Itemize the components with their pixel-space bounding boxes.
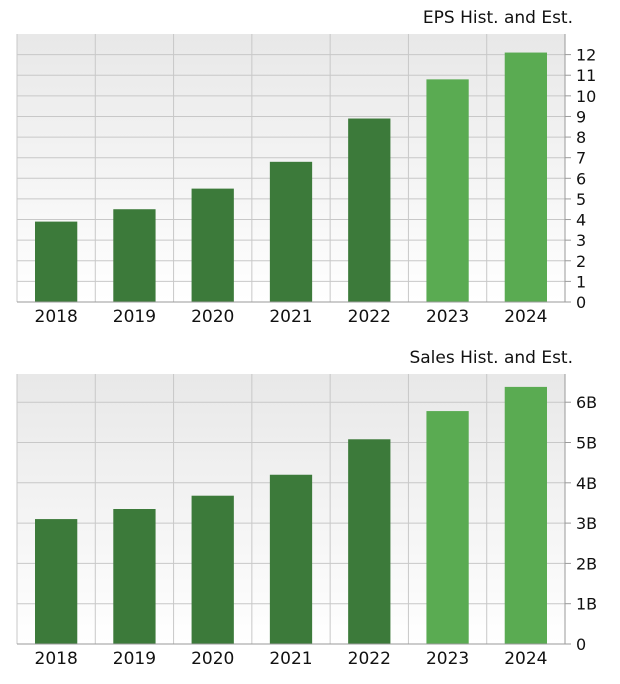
eps-bars	[35, 52, 547, 303]
sales-y-tick-label: 3B	[576, 514, 597, 533]
sales-bar-2023	[426, 411, 469, 644]
eps-x-tick-label: 2022	[348, 307, 391, 327]
sales-y-tick-label: 4B	[576, 474, 597, 493]
eps-x-tick-label: 2023	[426, 307, 469, 327]
sales-y-tick-label: 5B	[576, 434, 597, 453]
eps-chart-title: EPS Hist. and Est.	[423, 8, 573, 28]
eps-y-tick-label: 1	[576, 272, 586, 291]
sales-bar-2022	[348, 439, 391, 644]
eps-y-tick-label: 12	[576, 46, 596, 65]
eps-y-tick-label: 3	[576, 231, 586, 250]
eps-x-tick-label: 2024	[504, 307, 547, 327]
eps-bar-2019	[113, 209, 156, 302]
sales-x-tick-label: 2018	[35, 649, 78, 669]
eps-y-tick-label: 0	[576, 293, 586, 312]
eps-bar-2022	[348, 118, 391, 303]
sales-x-tick-label: 2021	[269, 649, 312, 669]
eps-bar-2024	[504, 52, 547, 302]
eps-y-tick-label: 6	[576, 169, 586, 188]
eps-bar-2023	[426, 79, 469, 302]
sales-x-tick-label: 2019	[113, 649, 156, 669]
eps-y-tick-label: 9	[576, 107, 586, 126]
sales-bars	[35, 386, 547, 644]
eps-x-tick-label: 2020	[191, 307, 234, 327]
eps-y-tick-label: 7	[576, 149, 586, 168]
eps-y-tick-label: 10	[576, 87, 596, 106]
eps-gridlines	[16, 34, 566, 303]
eps-bar-2020	[191, 188, 234, 302]
eps-y-tick-label: 2	[576, 252, 586, 271]
eps-y-tick-label: 8	[576, 128, 586, 147]
eps-bar-2018	[35, 221, 78, 302]
sales-x-tick-label: 2020	[191, 649, 234, 669]
eps-x-tick-label: 2019	[113, 307, 156, 327]
sales-x-tick-label: 2022	[348, 649, 391, 669]
sales-y-tick-label: 6B	[576, 393, 597, 412]
sales-bar-2018	[35, 519, 78, 644]
sales-axis	[17, 374, 571, 645]
sales-y-tick-label: 1B	[576, 595, 597, 614]
eps-y-tick-label: 4	[576, 211, 586, 230]
eps-x-tick-label: 2021	[269, 307, 312, 327]
sales-x-tick-label: 2023	[426, 649, 469, 669]
eps-x-tick-labels: 2018 2019 2020 2021 2022 2023 2024	[35, 307, 548, 327]
eps-y-tick-label: 5	[576, 190, 586, 209]
sales-y-tick-label: 2B	[576, 554, 597, 573]
sales-bar-2019	[113, 509, 156, 644]
sales-bar-2021	[269, 474, 313, 644]
sales-y-tick-labels: 0 1B 2B 3B 4B 5B 6B	[576, 393, 597, 654]
sales-chart-title: Sales Hist. and Est.	[409, 348, 573, 368]
eps-y-tick-label: 11	[576, 66, 596, 85]
sales-bar-2024	[504, 386, 547, 644]
sales-x-tick-label: 2024	[504, 649, 547, 669]
eps-bar-2021	[269, 161, 313, 302]
sales-y-tick-label: 0	[576, 635, 586, 654]
eps-x-tick-label: 2018	[35, 307, 78, 327]
sales-x-tick-labels: 2018 2019 2020 2021 2022 2023 2024	[35, 649, 548, 669]
eps-axis	[17, 34, 571, 303]
sales-bar-2020	[191, 495, 234, 644]
